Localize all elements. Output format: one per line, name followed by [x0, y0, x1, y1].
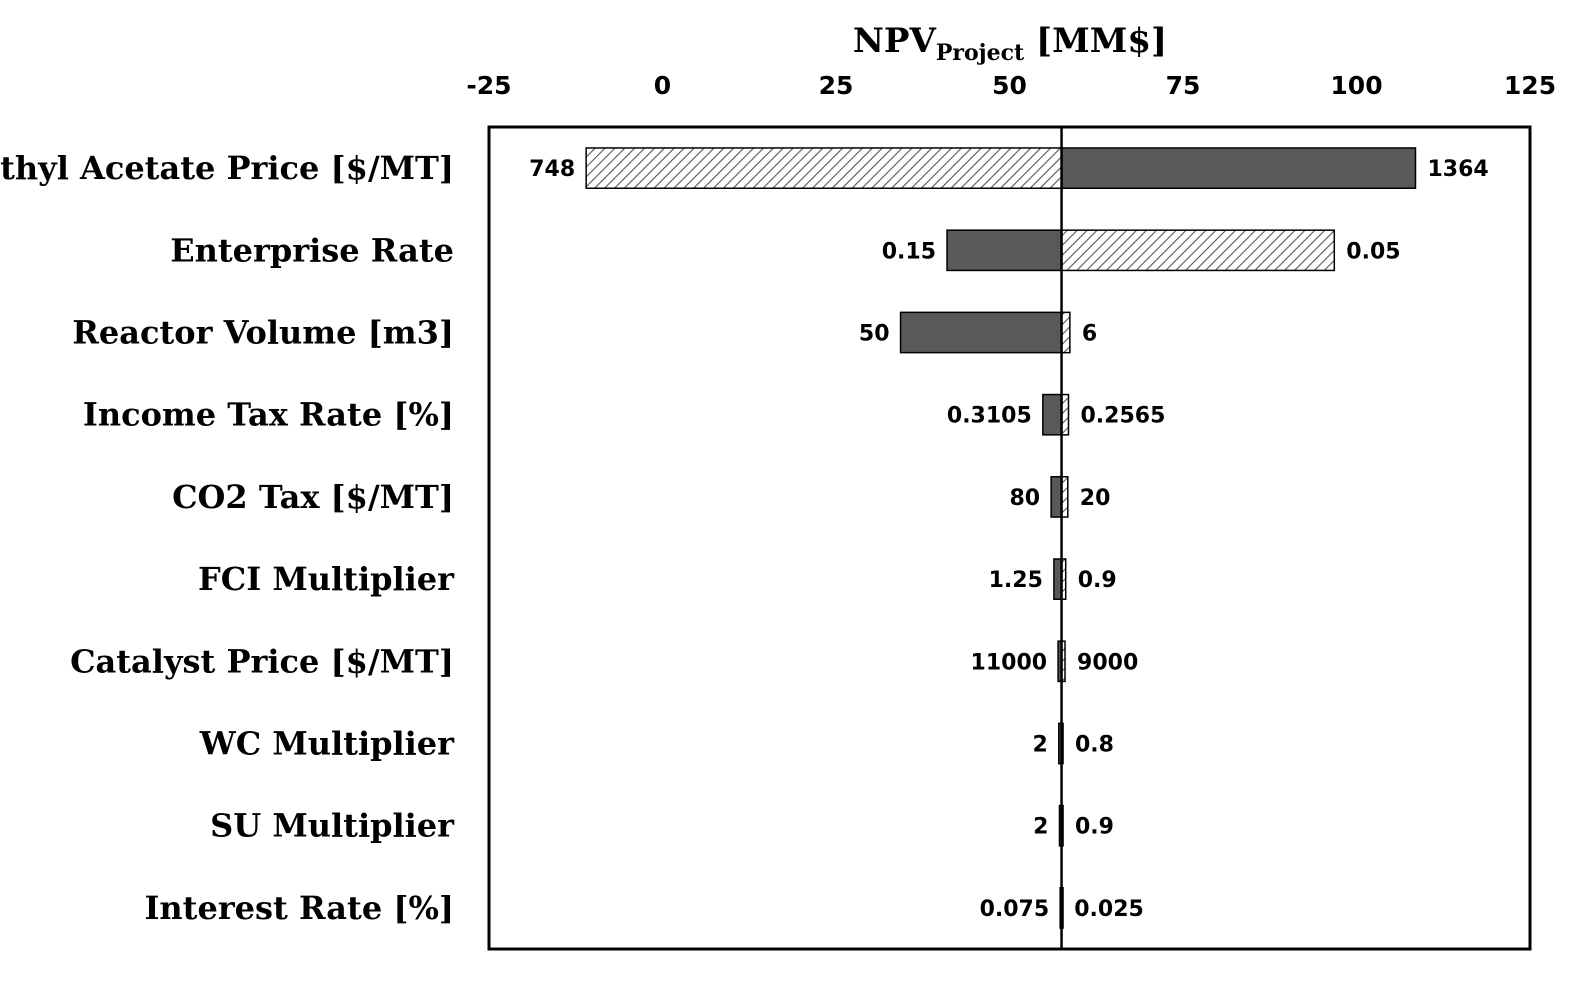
category-label: FCI Multiplier: [198, 560, 455, 598]
data-labels: 748 1364 0.15 0.05 50 6 0.3105 0.2565 80 20 1.25 0.…: [529, 157, 1489, 922]
data-label-right: 0.8: [1075, 733, 1114, 758]
data-label-left: 2: [1032, 733, 1047, 758]
x-tick-label: 25: [819, 71, 854, 100]
data-label-left: 1.25: [989, 568, 1043, 593]
x-axis-ticks: -25 0 25 50 75 100 125: [466, 71, 1556, 100]
data-label-left: 0.075: [980, 897, 1050, 922]
data-label-right: 0.05: [1346, 239, 1400, 264]
data-label-right: 0.025: [1074, 897, 1144, 922]
category-label: WC Multiplier: [199, 725, 455, 763]
data-label-left: 80: [1010, 486, 1041, 511]
x-tick-label: 100: [1330, 71, 1382, 100]
data-label-right: 20: [1080, 486, 1111, 511]
x-tick-label: 50: [992, 71, 1027, 100]
x-tick-label: 75: [1166, 71, 1201, 100]
data-label-right: 1364: [1427, 157, 1488, 182]
data-label-left: 0.15: [882, 239, 936, 264]
x-tick-label: -25: [466, 71, 511, 100]
category-label: Enterprise Rate: [170, 231, 454, 269]
data-label-left: 2: [1033, 815, 1048, 840]
data-label-left: 11000: [971, 650, 1048, 675]
category-label: Income Tax Rate [%]: [83, 396, 454, 434]
data-label-right: 0.9: [1078, 568, 1117, 593]
data-label-left: 748: [529, 157, 575, 182]
bar-low-segment: [585, 147, 1063, 189]
bar-low-segment: [1042, 393, 1063, 436]
data-label-right: 9000: [1077, 650, 1138, 675]
category-label: Catalyst Price [$/MT]: [70, 642, 454, 680]
data-label-left: 0.3105: [947, 404, 1032, 429]
bar-low-segment: [1050, 476, 1063, 518]
data-label-right: 0.2565: [1080, 404, 1165, 429]
x-tick-label: 0: [654, 71, 671, 100]
category-label: SU Multiplier: [210, 807, 455, 845]
category-label: Reactor Volume [m3]: [72, 314, 454, 352]
chart-title-subscript: Project: [936, 40, 1025, 66]
plot-frame: [487, 125, 1532, 951]
bar-high-segment: [1060, 147, 1417, 189]
x-tick-label: 125: [1504, 71, 1556, 100]
chart-title-main: NPV: [853, 21, 937, 61]
category-label: Interest Rate [%]: [144, 889, 454, 927]
data-label-right: 0.9: [1075, 815, 1114, 840]
chart-title-unit: [MM$]: [1024, 21, 1167, 61]
data-label-left: 50: [859, 322, 890, 347]
bar-low-segment: [899, 311, 1063, 354]
bar-high-segment: [1060, 229, 1336, 272]
data-label-right: 6: [1082, 322, 1097, 347]
category-label: CO2 Tax [$/MT]: [172, 478, 454, 516]
chart-title: NPVProject [MM$]: [853, 21, 1167, 66]
bars: [585, 147, 1417, 929]
category-labels: Ethyl Acetate Price [$/MT] Enterprise Rat…: [0, 149, 455, 927]
bar-low-segment: [946, 229, 1063, 272]
category-label: Ethyl Acetate Price [$/MT]: [0, 149, 454, 187]
